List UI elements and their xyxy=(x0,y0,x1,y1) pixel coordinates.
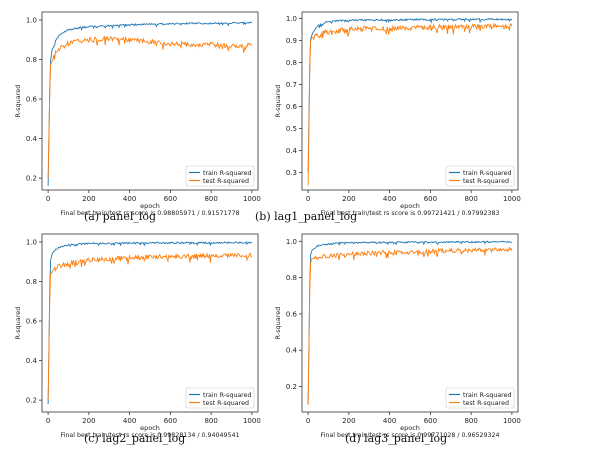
legend-box xyxy=(445,165,515,187)
x-tick-label: 800 xyxy=(204,417,217,425)
legend-box xyxy=(445,387,515,409)
chart-panel-a: 0 200 400 600 800 1000 0.2 0.4 0.6 0.8 1.0 epoch R-s… xyxy=(14,4,266,217)
chart-panel-d: 0 200 400 600 800 1000 0.2 0.4 0.6 0.8 1.0 epoch R-s… xyxy=(274,226,526,439)
x-tick-label: 800 xyxy=(204,195,217,203)
x-axis-label: epoch xyxy=(400,424,420,432)
y-tick-label: 0.2 xyxy=(286,383,297,391)
y-axis-label: R-squared xyxy=(14,307,22,340)
score-footer: Final best train/test rs score is 0.9972… xyxy=(320,210,499,217)
legend-label: test R-squared xyxy=(203,178,249,185)
y-tick-label: 1.0 xyxy=(26,238,37,246)
series-line-train xyxy=(47,21,253,187)
y-tick-label: 0.8 xyxy=(26,278,37,286)
y-tick-label: 0.4 xyxy=(286,147,298,155)
y-tick-label: 0.8 xyxy=(286,274,297,282)
series-line-train xyxy=(307,240,513,405)
x-axis-label: epoch xyxy=(400,202,420,210)
y-tick-label: 0.9 xyxy=(286,37,297,45)
legend-box xyxy=(185,165,255,187)
y-tick-label: 0.8 xyxy=(286,59,297,67)
x-tick-label: 400 xyxy=(383,417,396,425)
x-tick-label: 600 xyxy=(164,417,177,425)
x-tick-label: 400 xyxy=(383,195,396,203)
legend-label: train R-squared xyxy=(463,392,512,399)
x-tick-label: 1000 xyxy=(503,195,521,203)
x-tick-label: 0 xyxy=(306,195,310,203)
x-tick-label: 200 xyxy=(82,417,95,425)
y-tick-label: 0.6 xyxy=(26,96,38,104)
x-tick-label: 400 xyxy=(123,195,136,203)
series-line-test xyxy=(307,22,513,186)
x-tick-label: 1000 xyxy=(243,417,261,425)
y-tick-label: 0.4 xyxy=(26,357,38,365)
caption-d: (d) lag3_panel_log xyxy=(345,432,448,445)
chart-panel-b: 0 200 400 600 800 1000 0.3 0.4 0.5 0.6 0.7 0.8 0.9 1.… xyxy=(274,4,526,217)
x-tick-label: 600 xyxy=(164,195,177,203)
x-tick-label: 200 xyxy=(82,195,95,203)
y-tick-label: 0.3 xyxy=(286,169,297,177)
x-tick-label: 600 xyxy=(424,195,437,203)
y-tick-label: 0.8 xyxy=(26,56,37,64)
y-axis-label: R-squared xyxy=(274,307,282,340)
score-footer: Final best train/test rs score is 0.9982… xyxy=(60,432,239,439)
series-line-test xyxy=(47,35,253,179)
x-tick-label: 800 xyxy=(464,195,477,203)
score-footer: Final best train/test rs score is 0.9977… xyxy=(320,432,499,439)
series-line-train xyxy=(47,241,253,405)
y-tick-label: 0.2 xyxy=(26,397,37,405)
chart-d: 0 200 400 600 800 1000 0.2 0.4 0.6 0.8 1.0 epoch R-s… xyxy=(274,233,521,439)
x-axis-label: epoch xyxy=(140,424,160,432)
y-tick-label: 1.0 xyxy=(286,238,297,246)
x-tick-label: 200 xyxy=(342,195,355,203)
legend-label: test R-squared xyxy=(203,400,249,407)
legend-label: train R-squared xyxy=(203,392,252,399)
plot-frame xyxy=(41,233,259,413)
chart-c: 0 200 400 600 800 1000 0.2 0.4 0.6 0.8 1.0 epoch R-s… xyxy=(14,233,261,439)
y-tick-label: 0.2 xyxy=(26,175,37,183)
x-tick-label: 1000 xyxy=(503,417,521,425)
x-tick-label: 1000 xyxy=(243,195,261,203)
y-axis-label: R-squared xyxy=(14,85,22,118)
x-tick-label: 0 xyxy=(46,195,50,203)
series-line-test xyxy=(307,246,513,405)
x-tick-label: 0 xyxy=(306,417,310,425)
legend-label: test R-squared xyxy=(463,178,509,185)
y-tick-label: 0.4 xyxy=(26,135,38,143)
y-axis-label: R-squared xyxy=(274,85,282,118)
caption-b: (b) lag1_panel_log xyxy=(255,210,358,223)
plot-frame xyxy=(301,233,519,413)
y-tick-label: 1.0 xyxy=(26,16,37,24)
score-footer: Final best train/test rs score is 0.9880… xyxy=(60,210,239,217)
legend-label: train R-squared xyxy=(203,170,252,177)
chart-b: 0 200 400 600 800 1000 0.3 0.4 0.5 0.6 0.7 0.8 0.9 1.… xyxy=(274,11,521,217)
legend-label: train R-squared xyxy=(463,170,512,177)
x-tick-label: 200 xyxy=(342,417,355,425)
y-tick-label: 0.6 xyxy=(286,103,298,111)
x-tick-label: 400 xyxy=(123,417,136,425)
series-line-train xyxy=(307,17,513,173)
plot-frame xyxy=(301,11,519,191)
y-tick-label: 1.0 xyxy=(286,15,297,23)
x-tick-label: 0 xyxy=(46,417,50,425)
y-tick-label: 0.7 xyxy=(286,81,297,89)
legend-label: test R-squared xyxy=(463,400,509,407)
y-tick-label: 0.5 xyxy=(286,125,297,133)
chart-a: 0 200 400 600 800 1000 0.2 0.4 0.6 0.8 1.0 epoch R-s… xyxy=(14,11,261,217)
y-tick-label: 0.4 xyxy=(286,347,298,355)
caption-a: (a) panel_log xyxy=(84,210,157,223)
chart-panel-c: 0 200 400 600 800 1000 0.2 0.4 0.6 0.8 1.0 epoch R-s… xyxy=(14,226,266,439)
x-tick-label: 600 xyxy=(424,417,437,425)
plot-frame xyxy=(41,11,259,191)
x-axis-label: epoch xyxy=(140,202,160,210)
x-tick-label: 800 xyxy=(464,417,477,425)
series-line-test xyxy=(47,252,253,401)
legend-box xyxy=(185,387,255,409)
caption-c: (c) lag2_panel_log xyxy=(84,432,186,445)
y-tick-label: 0.6 xyxy=(286,310,298,318)
y-tick-label: 0.6 xyxy=(26,318,38,326)
